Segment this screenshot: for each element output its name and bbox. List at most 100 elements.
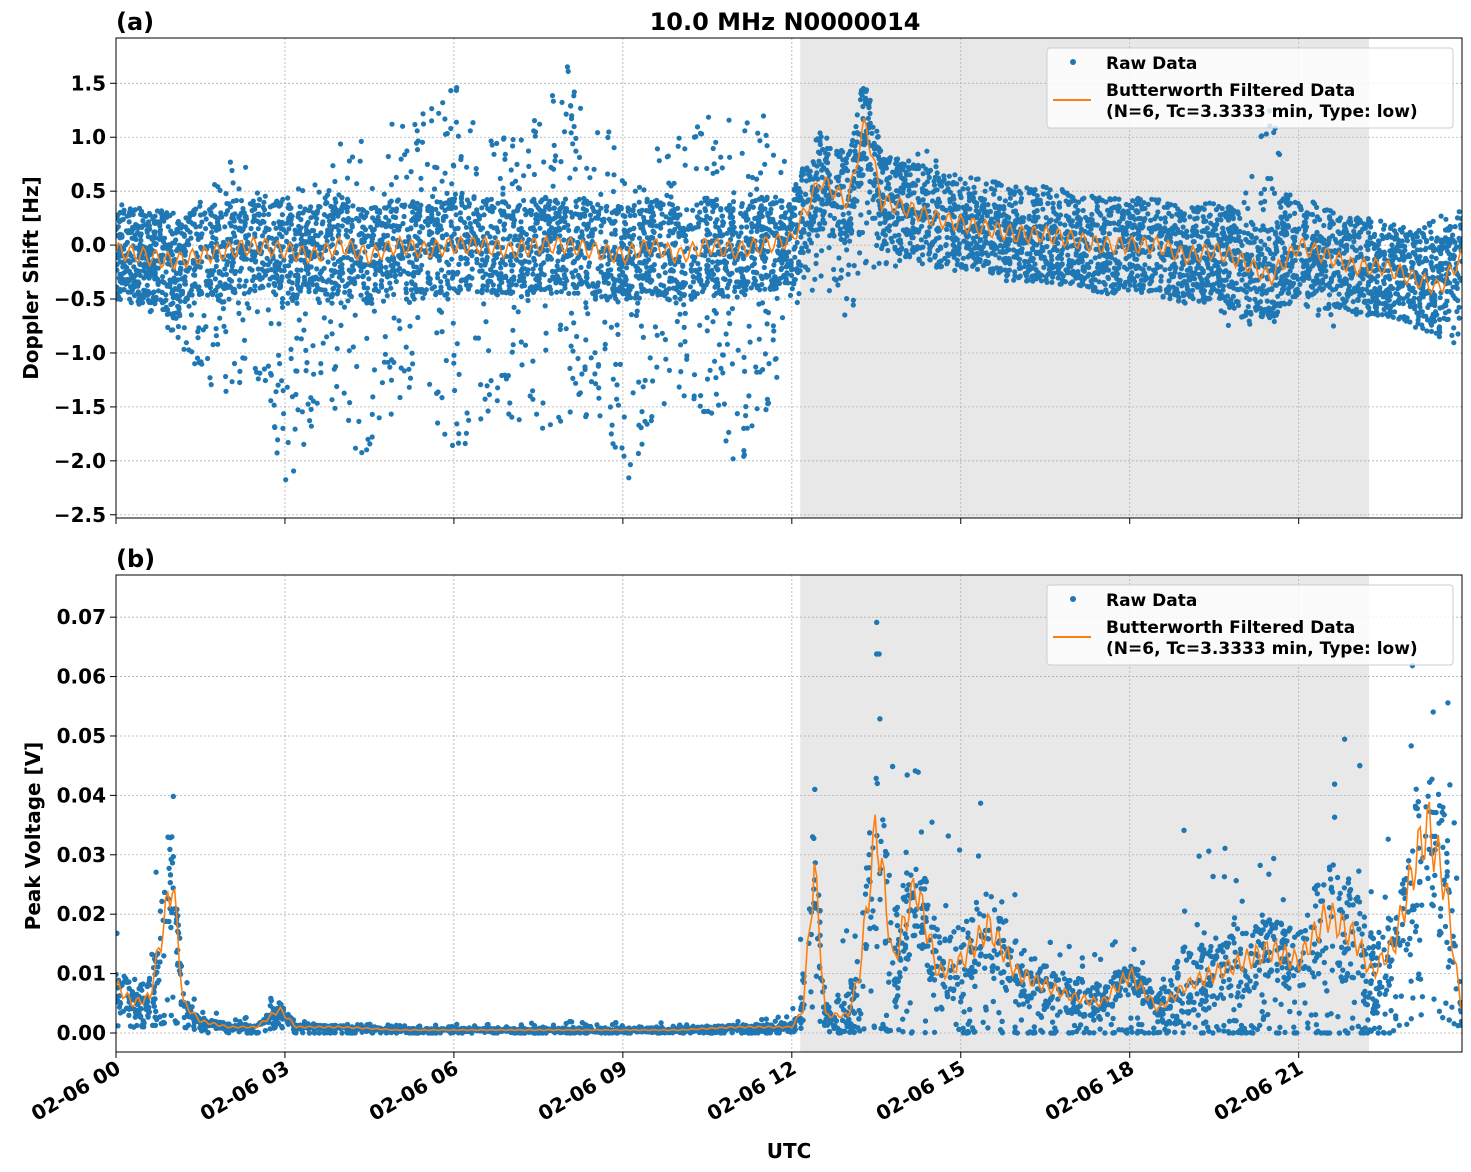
raw-data-point (388, 208, 394, 215)
raw-data-point (661, 220, 667, 226)
y-tick-label: 1.5 (71, 71, 106, 95)
raw-data-point (585, 311, 591, 317)
raw-data-point (279, 378, 285, 384)
raw-data-point (170, 295, 176, 301)
raw-data-point (379, 380, 385, 386)
raw-data-point (724, 230, 730, 236)
raw-data-point (324, 200, 330, 206)
raw-data-point (537, 121, 543, 127)
raw-data-point (197, 223, 203, 229)
raw-data-point (511, 304, 517, 310)
raw-data-point (273, 292, 279, 298)
raw-data-point (330, 163, 336, 169)
raw-data-point (1158, 216, 1164, 222)
raw-data-point (835, 192, 842, 198)
raw-data-point (681, 393, 687, 399)
raw-data-point (515, 309, 521, 315)
raw-data-point (1316, 307, 1322, 313)
raw-data-point (518, 137, 524, 143)
raw-data-point (1353, 247, 1359, 254)
raw-data-point (1433, 330, 1439, 336)
raw-data-point (708, 198, 714, 204)
raw-data-point (242, 283, 248, 289)
raw-data-point (699, 289, 706, 295)
raw-data-point (140, 218, 146, 224)
raw-data-point (1207, 200, 1213, 206)
raw-data-point (299, 409, 305, 415)
raw-data-point (726, 429, 732, 435)
raw-data-point (817, 150, 823, 156)
raw-data-point (426, 242, 432, 248)
raw-data-point (571, 123, 577, 130)
raw-data-point (1194, 205, 1200, 211)
raw-data-point (1437, 295, 1443, 301)
raw-data-point (216, 226, 222, 232)
raw-data-point (1372, 286, 1378, 292)
raw-data-point (1057, 281, 1063, 287)
raw-data-point (983, 181, 989, 187)
raw-data-point (1402, 247, 1408, 253)
raw-data-point (1012, 269, 1018, 275)
raw-data-point (329, 331, 335, 337)
raw-data-point (418, 224, 424, 230)
raw-data-point (116, 262, 120, 268)
raw-data-point (1022, 263, 1028, 269)
raw-data-point (911, 190, 917, 196)
raw-data-point (525, 297, 531, 304)
raw-data-point (1332, 236, 1338, 243)
raw-data-point (149, 246, 155, 253)
raw-data-point (442, 273, 448, 279)
raw-data-point (893, 156, 899, 162)
raw-data-point (531, 199, 537, 205)
raw-data-point (950, 181, 956, 187)
raw-data-point (453, 212, 459, 218)
raw-data-point (1331, 270, 1337, 276)
raw-data-point (721, 401, 728, 407)
raw-data-point (710, 209, 716, 215)
panel-b-label: (b) (116, 545, 155, 573)
raw-data-point (1245, 205, 1251, 212)
raw-data-point (770, 152, 777, 158)
raw-data-point (697, 403, 703, 409)
raw-data-point (1237, 228, 1243, 235)
raw-data-point (397, 271, 403, 277)
raw-data-point (593, 215, 599, 221)
raw-data-point (217, 280, 223, 286)
raw-data-point (669, 202, 676, 208)
raw-data-point (633, 273, 639, 279)
raw-data-point (852, 148, 858, 154)
raw-data-point (343, 227, 349, 233)
raw-data-point (845, 152, 852, 158)
raw-data-point (125, 289, 131, 295)
raw-data-point (1281, 245, 1288, 251)
raw-data-point (1424, 258, 1430, 264)
raw-data-point (364, 269, 370, 275)
raw-data-point (419, 139, 426, 145)
raw-data-point (456, 261, 462, 267)
raw-data-point (680, 263, 686, 269)
raw-data-point (633, 312, 640, 319)
raw-data-point (763, 407, 769, 413)
raw-data-point (210, 342, 216, 348)
raw-data-point (249, 277, 256, 284)
raw-data-point (395, 261, 401, 267)
raw-data-point (120, 264, 126, 270)
raw-data-point (970, 263, 976, 269)
raw-data-point (1045, 191, 1051, 197)
raw-data-point (417, 229, 423, 235)
raw-data-point (741, 354, 747, 360)
raw-data-point (996, 255, 1002, 261)
raw-data-point (516, 417, 522, 423)
raw-data-point (430, 193, 436, 200)
raw-data-point (1285, 202, 1291, 208)
raw-data-point (408, 226, 414, 232)
raw-data-point (425, 215, 431, 221)
raw-data-point (463, 261, 469, 267)
raw-data-point (435, 211, 441, 217)
raw-data-point (598, 229, 604, 235)
raw-data-point (167, 277, 173, 283)
raw-data-point (223, 191, 229, 197)
raw-data-point (689, 262, 695, 268)
raw-data-point (1169, 225, 1175, 231)
